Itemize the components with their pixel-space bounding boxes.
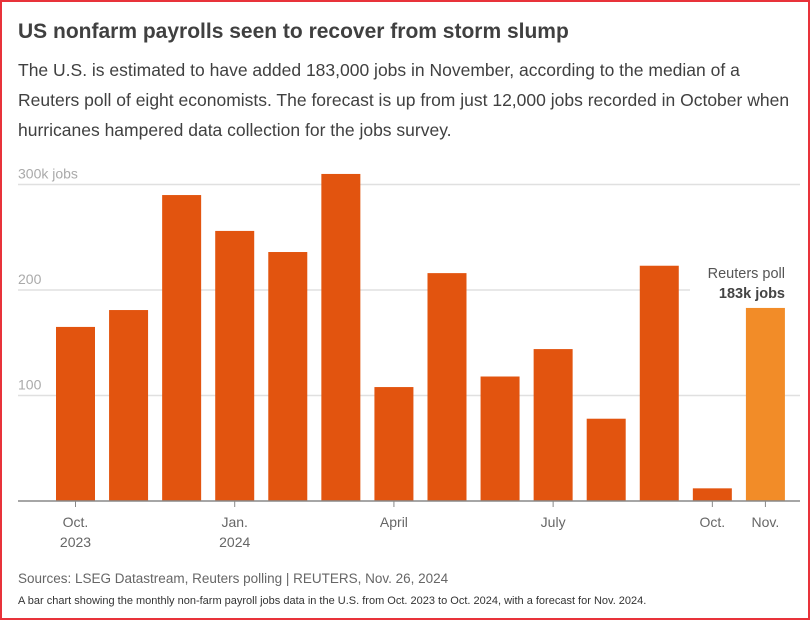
x-tick-label: Jan. — [221, 514, 247, 530]
x-tick-label: Oct. — [63, 514, 89, 530]
bar — [109, 310, 149, 501]
chart-caption: A bar chart showing the monthly non-farm… — [18, 595, 647, 607]
bar — [215, 230, 255, 502]
bar — [427, 273, 467, 501]
annotation-label: Reuters poll — [708, 266, 785, 282]
bar — [745, 307, 785, 501]
x-tick-label: Nov. — [752, 514, 780, 530]
bar — [268, 252, 308, 501]
y-tick-label: 200 — [18, 271, 42, 287]
chart-subtitle: The U.S. is estimated to have added 183,… — [18, 60, 790, 140]
bar — [374, 387, 414, 501]
bar — [692, 488, 732, 501]
x-tick-label: Oct. — [700, 514, 726, 530]
source-note: Sources: LSEG Datastream, Reuters pollin… — [18, 571, 449, 586]
annotation-value: 183k jobs — [719, 286, 785, 302]
bar — [586, 418, 626, 501]
chart-title: US nonfarm payrolls seen to recover from… — [18, 20, 569, 43]
bar — [533, 349, 573, 501]
y-tick-label: 300k jobs — [18, 166, 78, 182]
x-tick-label: 2023 — [60, 534, 91, 550]
bar — [162, 195, 202, 502]
bar — [639, 265, 679, 501]
x-tick-label: July — [541, 514, 566, 530]
bar — [56, 326, 95, 501]
x-tick-label: April — [380, 514, 408, 530]
bar — [321, 173, 361, 501]
y-tick-label: 100 — [18, 377, 42, 393]
bar — [480, 376, 520, 501]
x-tick-label: 2024 — [219, 534, 250, 550]
